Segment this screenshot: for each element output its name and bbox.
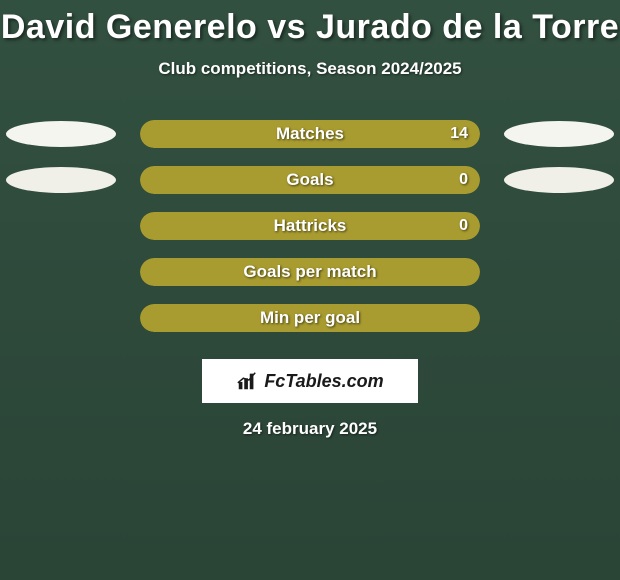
page-title: David Generelo vs Jurado de la Torre: [0, 8, 620, 47]
page-subtitle: Club competitions, Season 2024/2025: [0, 59, 620, 79]
stat-row: Goals per match: [0, 249, 620, 295]
infographic-container: David Generelo vs Jurado de la Torre Clu…: [0, 0, 620, 439]
stat-value: 0: [459, 166, 468, 194]
stat-row: Min per goal: [0, 295, 620, 341]
stat-row: Hattricks0: [0, 203, 620, 249]
player-ellipse-right: [504, 121, 614, 147]
stat-bar-fill: [140, 304, 480, 332]
player-ellipse-left: [6, 121, 116, 147]
player-ellipse-right: [504, 167, 614, 193]
stat-bar: Matches14: [140, 120, 480, 148]
stat-bar-fill: [140, 166, 480, 194]
stat-rows: Matches14 Goals0 Hattricks0 Goals per match…: [0, 111, 620, 341]
stat-value: 14: [450, 120, 468, 148]
player-ellipse-left: [6, 167, 116, 193]
chart-icon: [236, 370, 258, 392]
stat-bar: Goals per match: [140, 258, 480, 286]
stat-value: 0: [459, 212, 468, 240]
stat-bar-fill: [140, 258, 480, 286]
stat-row: Matches14: [0, 111, 620, 157]
logo-box: FcTables.com: [202, 359, 418, 403]
logo-text: FcTables.com: [264, 371, 383, 392]
stat-row: Goals0: [0, 157, 620, 203]
date-label: 24 february 2025: [0, 419, 620, 439]
stat-bar-fill: [140, 120, 480, 148]
stat-bar: Goals0: [140, 166, 480, 194]
stat-bar-fill: [140, 212, 480, 240]
stat-bar: Hattricks0: [140, 212, 480, 240]
stat-bar: Min per goal: [140, 304, 480, 332]
